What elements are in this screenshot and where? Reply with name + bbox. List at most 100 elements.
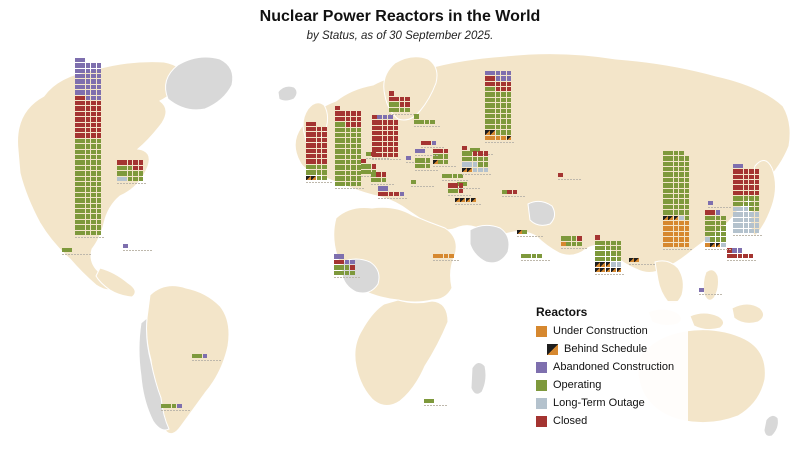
closed-reactor-square	[382, 125, 388, 130]
landmass-greenland	[165, 56, 234, 111]
closed-reactor-square	[405, 96, 410, 102]
op-reactor-square	[679, 210, 684, 215]
baseline-dot	[742, 234, 744, 237]
op-reactor-square	[501, 103, 506, 108]
op-reactor-square	[80, 171, 85, 176]
closed-reactor-square	[335, 111, 340, 116]
baseline-dot	[530, 259, 532, 262]
baseline-dot	[62, 253, 64, 256]
closed-reactor-square	[306, 126, 311, 132]
closed-reactor-square	[91, 127, 96, 133]
baseline-dot	[491, 153, 493, 156]
baseline-dot	[708, 293, 710, 296]
ucb-reactor-square	[490, 130, 495, 135]
baseline-dot	[87, 236, 89, 239]
op-reactor-square	[705, 220, 710, 226]
ucb-reactor-square	[673, 215, 679, 220]
op-reactor-square	[335, 159, 340, 165]
baseline-dot	[514, 195, 516, 198]
op-reactor-square	[351, 149, 356, 154]
lto-reactor-square	[743, 212, 749, 217]
op-reactor-square	[85, 138, 91, 144]
closed-reactor-square	[389, 96, 394, 102]
closed-reactor-square	[351, 116, 356, 122]
op-reactor-square	[537, 253, 542, 258]
baseline-dot	[81, 236, 83, 239]
op-reactor-square	[495, 124, 501, 130]
op-reactor-square	[80, 149, 85, 154]
baseline-dot	[564, 247, 566, 250]
closed-reactor-square	[393, 130, 399, 136]
aband-reactor-square	[75, 84, 80, 90]
baseline-dot	[748, 259, 750, 262]
aband-reactor-square	[715, 210, 721, 215]
op-reactor-square	[595, 240, 600, 245]
baseline-dot	[343, 276, 345, 279]
closed-reactor-square	[96, 106, 102, 111]
baseline-dot	[407, 113, 409, 116]
baseline-dot	[445, 404, 447, 407]
op-reactor-square	[80, 192, 85, 198]
uc-reactor-square	[495, 135, 501, 140]
lto-reactor-square	[754, 217, 760, 223]
op-reactor-square	[85, 160, 91, 165]
lto-reactor-square	[467, 162, 472, 167]
op-reactor-square	[495, 130, 501, 135]
op-reactor-square	[371, 172, 376, 177]
op-reactor-square	[80, 144, 85, 149]
closed-reactor-square	[322, 132, 327, 137]
legend-item-long-term-outage: Long-Term Outage	[536, 397, 682, 409]
baseline-dot	[386, 183, 388, 186]
baseline-dot	[415, 169, 417, 172]
op-reactor-square	[673, 150, 679, 156]
baseline-dot	[610, 273, 612, 276]
closed-reactor-square	[388, 147, 393, 152]
baseline-dot	[432, 125, 434, 128]
op-reactor-square	[429, 398, 434, 403]
closed-reactor-square	[738, 185, 743, 190]
op-reactor-square	[351, 132, 356, 138]
baseline-dot	[424, 169, 426, 172]
closed-reactor-square	[501, 86, 506, 92]
op-reactor-square	[710, 215, 715, 220]
uc-reactor-square	[663, 226, 668, 231]
baseline-dot	[352, 276, 354, 279]
op-reactor-square	[663, 166, 668, 172]
op-reactor-square	[743, 196, 749, 201]
baseline-dot	[89, 253, 91, 256]
baseline-dot	[392, 113, 394, 116]
baseline-dot	[711, 206, 713, 209]
closed-reactor-square	[80, 95, 85, 100]
closed-reactor-square	[399, 96, 405, 102]
baseline-dot	[464, 203, 466, 206]
uc-reactor-square	[663, 220, 668, 226]
baseline-dot	[430, 169, 432, 172]
page-title: Nuclear Power Reactors in the World	[259, 8, 541, 25]
closed-reactor-square	[462, 145, 467, 151]
closed-reactor-square	[345, 116, 351, 122]
uc-reactor-square	[684, 226, 690, 231]
closed-reactor-square	[478, 151, 483, 156]
lto-reactor-square	[733, 206, 738, 212]
baseline-dot	[451, 179, 453, 182]
baseline-dot	[477, 173, 479, 176]
baseline-dot	[427, 169, 429, 172]
ucb-reactor-square	[710, 242, 715, 247]
baseline-dot	[601, 273, 603, 276]
baseline-dot	[539, 259, 541, 262]
baseline-dot	[523, 195, 525, 198]
op-reactor-square	[356, 138, 362, 143]
baseline-dot	[567, 178, 569, 181]
lto-reactor-square	[738, 223, 743, 228]
op-reactor-square	[96, 149, 102, 154]
baseline-dot	[681, 248, 683, 251]
op-reactor-square	[506, 103, 512, 108]
lto-reactor-square	[754, 212, 760, 217]
baseline-dot	[663, 248, 665, 251]
op-reactor-square	[485, 124, 490, 130]
op-reactor-square	[490, 86, 495, 92]
baseline-dot	[558, 178, 560, 181]
op-reactor-square	[679, 161, 684, 166]
baseline-dot	[613, 273, 615, 276]
closed-reactor-square	[382, 141, 388, 147]
